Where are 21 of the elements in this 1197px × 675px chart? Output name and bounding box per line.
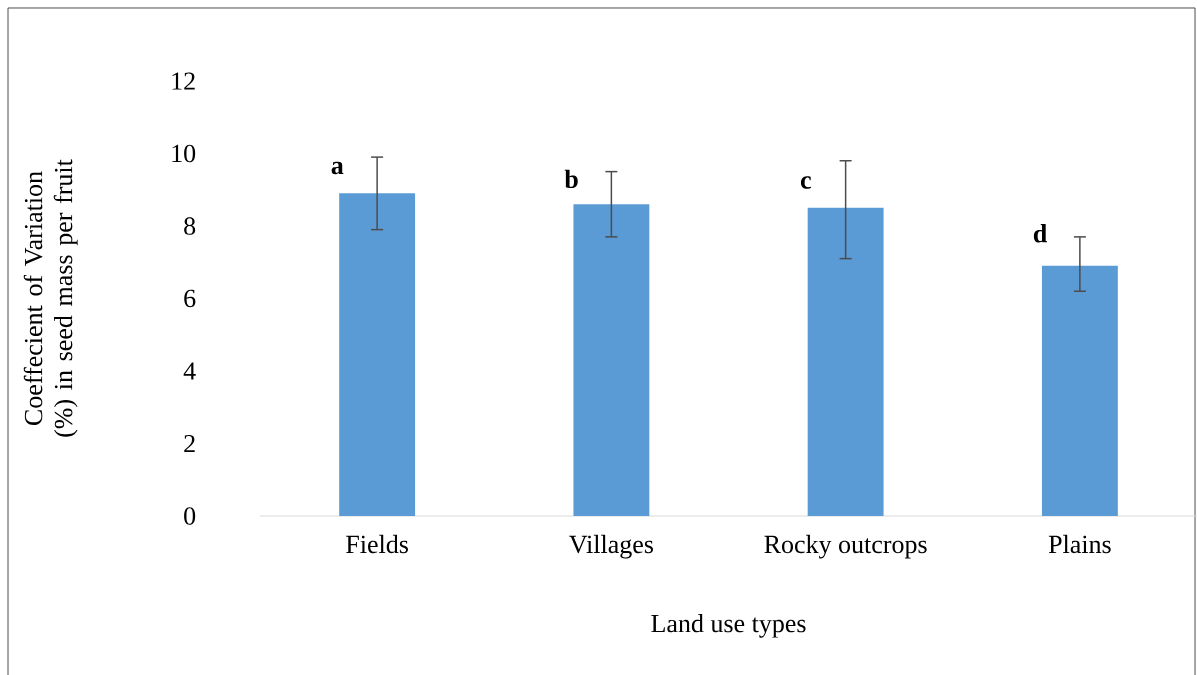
y-axis-title: Coeffecient of Variation (%) in seed mass per fruit [23, 159, 78, 437]
y-tick-label: 2 [184, 434, 195, 453]
y-tick-label: 10 [172, 144, 196, 163]
x-tick-label: Rocky outcrops [764, 534, 927, 559]
y-tick-label: 4 [183, 362, 196, 380]
bar [573, 204, 650, 516]
x-tick-label: Villages [569, 534, 653, 559]
y-tick-label: 12 [172, 72, 195, 90]
y-tick-label: 6 [184, 289, 196, 308]
y-tick-label: 0 [184, 507, 196, 525]
y-tick-label: 8 [184, 217, 196, 235]
annotation: b [564, 169, 578, 189]
bar [807, 207, 884, 516]
annotation: d [1033, 224, 1047, 243]
x-axis-title: Land use types [651, 614, 806, 638]
x-tick-label: Fields [346, 534, 408, 554]
x-tick-label: Plains [1048, 534, 1111, 554]
bar [339, 193, 416, 516]
annotation: c [800, 176, 811, 189]
bar [1041, 265, 1118, 516]
annotation: a [331, 161, 344, 175]
